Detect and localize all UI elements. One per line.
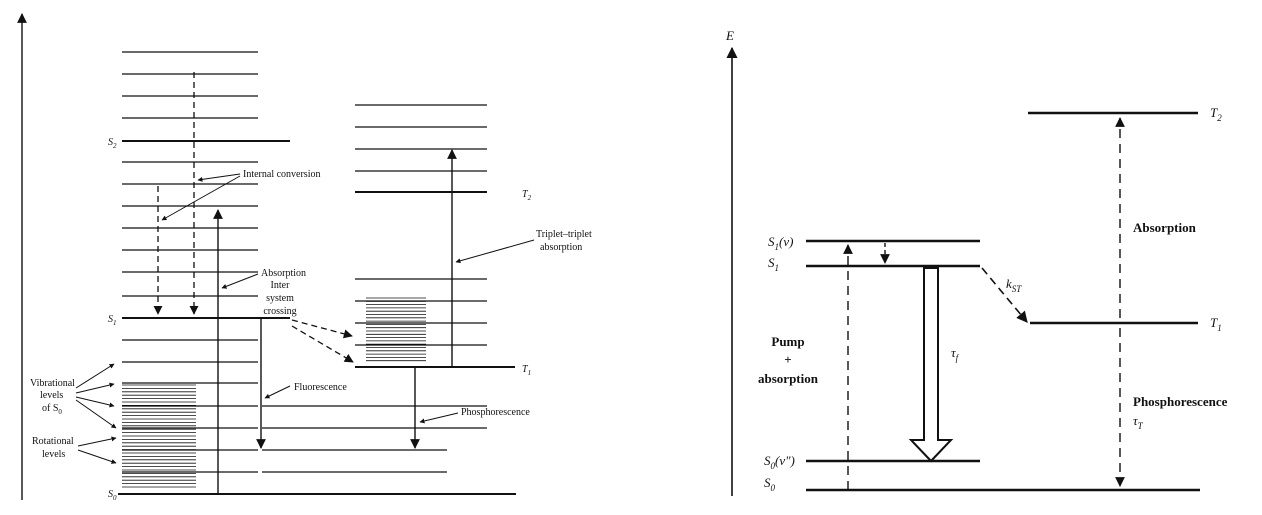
pump-label-line2: + [784, 352, 791, 367]
pump-label-line3: absorption [758, 371, 819, 386]
t2-label-right: T2 [1210, 105, 1222, 123]
vib-label-line1: Vibrational [30, 378, 75, 389]
t1-label-right: T1 [1210, 315, 1222, 333]
s2-label: S2 [108, 137, 117, 150]
vib-label-line3: of S0 [42, 403, 62, 416]
isc-label-line2: system [266, 293, 294, 304]
fluorescence-hollow-arrow [908, 267, 954, 463]
phosphorescence-label-right: Phosphorescence [1133, 394, 1228, 409]
internal-conversion-label: Internal conversion [243, 169, 320, 180]
jablonski-diagram: S2 S1 S0 T2 T1 Internal conversion Absor… [17, 13, 592, 502]
kinetic-scheme-diagram: E T2 S1(v) S1 T1 kST τf Pump + absorptio… [725, 28, 1228, 496]
absorption-label: Absorption [261, 268, 306, 279]
ic-pointer-1 [197, 173, 241, 182]
rot-label-line2: levels [42, 449, 65, 460]
s0-label: S0 [108, 489, 117, 502]
pump-label-line1: Pump [771, 334, 804, 349]
vib-pointer-3 [75, 396, 115, 408]
vib-label-line2: levels [40, 390, 63, 401]
phosphorescence-pointer [419, 412, 459, 424]
tt-label-line1: Triplet–triplet [536, 229, 592, 240]
s0-label-right: S0 [764, 475, 776, 493]
rot-pointer-1 [77, 436, 117, 447]
ic-pointer-2 [161, 175, 241, 221]
s1-label: S1 [108, 314, 117, 327]
e-axis-label: E [725, 28, 734, 43]
s1v-label: S1(v) [768, 234, 793, 252]
s0-rotational-levels [122, 384, 196, 488]
s0v-label: S0(v") [764, 453, 795, 471]
absorption-label-right: Absorption [1133, 220, 1197, 235]
fluorescence-pointer [264, 385, 291, 399]
kst-arrow [981, 267, 1028, 323]
isc-arrow-2 [291, 325, 354, 363]
isc-arrow-1 [291, 319, 353, 339]
tau-f-label: τf [951, 345, 960, 363]
vib-pointer-4 [75, 399, 117, 429]
t2-label: T2 [522, 189, 532, 202]
triplet-triplet-pointer [455, 239, 535, 264]
triplet-vibrational-levels [262, 104, 487, 473]
vib-pointer-2 [75, 382, 115, 394]
tt-label-line2: absorption [540, 242, 582, 253]
t1-rotational-levels [366, 297, 426, 362]
phosphorescence-label: Phosphorescence [461, 407, 530, 418]
tau-t-label: τT [1133, 413, 1144, 431]
rot-label-line1: Rotational [32, 436, 74, 447]
fluorescence-label: Fluorescence [294, 382, 347, 393]
absorption-pointer [221, 273, 259, 289]
vib-pointer-1 [75, 363, 115, 389]
kst-label: kST [1006, 276, 1022, 294]
isc-label-line3: crossing [263, 306, 296, 317]
rot-pointer-2 [77, 449, 117, 464]
s1-label-right: S1 [768, 255, 779, 273]
t1-label: T1 [522, 364, 531, 377]
isc-label-line1: Inter [271, 280, 291, 291]
